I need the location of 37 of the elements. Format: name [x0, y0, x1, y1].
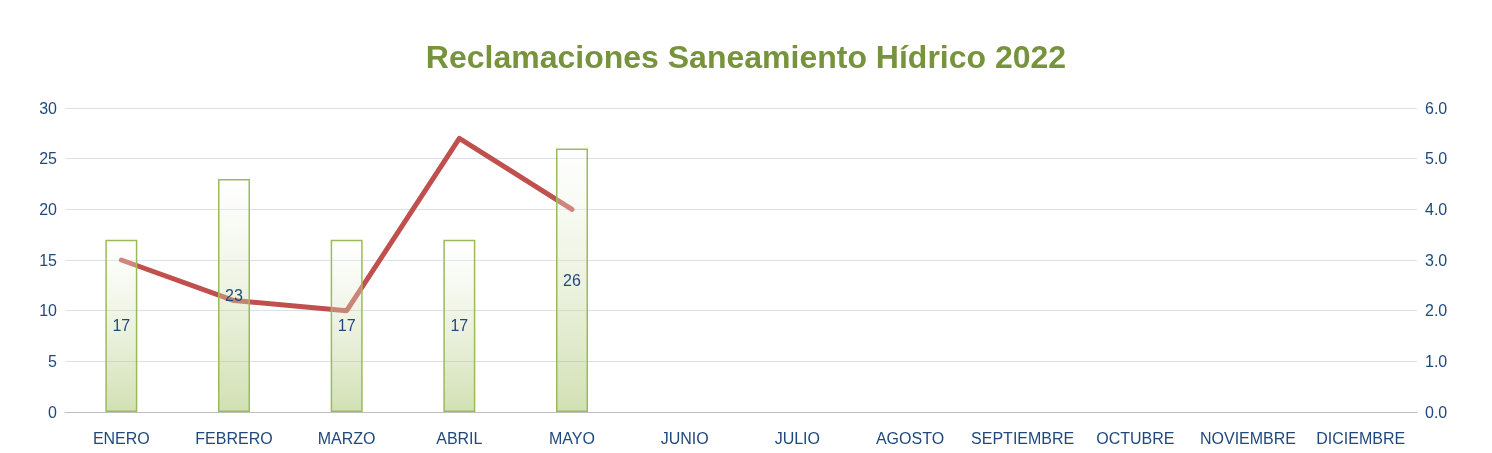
bar [105, 239, 138, 412]
x-tick-label: SEPTIEMBRE [971, 429, 1075, 447]
y-tick-label: 25 [39, 150, 58, 168]
y-tick-label: 0 [48, 403, 58, 421]
x-tick-label: ABRIL [436, 429, 483, 447]
y-tick-label: 20 [39, 200, 58, 218]
x-tick-label: OCTUBRE [1096, 429, 1175, 447]
x-tick-label: JUNIO [660, 429, 709, 447]
y2-tick-label: 3.0 [1425, 251, 1448, 269]
bar [443, 239, 476, 412]
y2-tick-label: 2.0 [1425, 302, 1448, 320]
x-tick-label: AGOSTO [875, 429, 945, 447]
x-tick-label: MAYO [549, 429, 595, 447]
y2-tick-label: 1.0 [1425, 352, 1448, 370]
bar [330, 239, 363, 412]
y-tick-label: 10 [39, 302, 58, 320]
y2-tick-label: 0.0 [1425, 403, 1448, 421]
x-tick-label: MARZO [317, 429, 376, 447]
bar [218, 178, 250, 412]
y2-tick-label: 5.0 [1425, 150, 1448, 168]
bar [556, 148, 588, 412]
y2-tick-label: 4.0 [1425, 200, 1448, 218]
x-tick-label: DICIEMBRE [1316, 429, 1406, 447]
y-tick-label: 30 [39, 99, 58, 117]
data-label: 17 [450, 317, 469, 335]
data-label: 17 [112, 317, 131, 335]
y-tick-label: 15 [39, 251, 58, 269]
x-tick-label: FEBRERO [195, 429, 273, 447]
data-label: 23 [225, 286, 243, 304]
data-label: 26 [563, 271, 581, 289]
chart-title: Reclamaciones Saneamiento Hídrico 2022 [425, 39, 1067, 75]
y-tick-label: 5 [48, 352, 58, 370]
x-tick-label: NOVIEMBRE [1199, 429, 1297, 447]
y2-tick-label: 6.0 [1425, 99, 1448, 117]
x-tick-label: JULIO [774, 429, 821, 447]
x-tick-label: ENERO [92, 429, 150, 447]
data-label: 17 [337, 317, 356, 335]
